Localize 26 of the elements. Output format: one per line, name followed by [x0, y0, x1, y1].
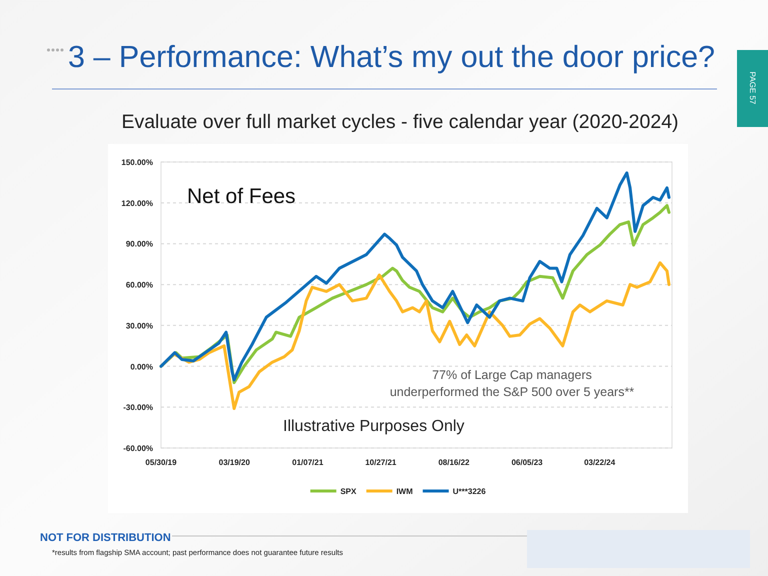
line-series	[160, 171, 671, 382]
y-tick-label: 60.00%	[126, 280, 153, 290]
chart-subtitle: Evaluate over full market cycles - five calendar year (2020-2024)	[121, 111, 679, 133]
y-tick-label: 0.00%	[130, 362, 153, 372]
text: PAGE 57	[748, 72, 757, 105]
legend-label: IWM	[396, 487, 414, 496]
legend-label: SPX	[340, 487, 357, 496]
x-tick-label: 08/16/22	[438, 458, 470, 467]
x-tick-label: 01/07/21	[292, 458, 324, 467]
y-tick-label: 90.00%	[126, 240, 153, 249]
x-tick-label: 03/22/24	[584, 458, 616, 467]
y-tick-label: 120.00%	[121, 198, 153, 208]
y-tick-label: -30.00%	[123, 403, 153, 412]
x-tick-label: 05/30/19	[145, 458, 178, 467]
x-tick-label: 10/27/21	[365, 458, 397, 467]
annotation: Illustrative Purposes Only	[283, 418, 464, 435]
text: NOT FOR DISTRIBUTION	[40, 532, 171, 544]
annotation: 77% of Large Cap managers underperformed the S&P 500 over 5 years**	[390, 368, 634, 399]
annotation: Net of Fees	[187, 185, 296, 208]
x-tick-label: 06/05/23	[511, 458, 544, 467]
chart-title: 3 – Performance: What’s my out the door price?	[68, 40, 716, 74]
y-tick-label: -60.00%	[123, 444, 153, 453]
x-tick-label: 03/19/20	[218, 458, 250, 467]
y-tick-label: 30.00%	[126, 321, 153, 330]
legend-label: U***3226	[452, 487, 486, 496]
y-tick-label: 150.00%	[121, 158, 153, 167]
